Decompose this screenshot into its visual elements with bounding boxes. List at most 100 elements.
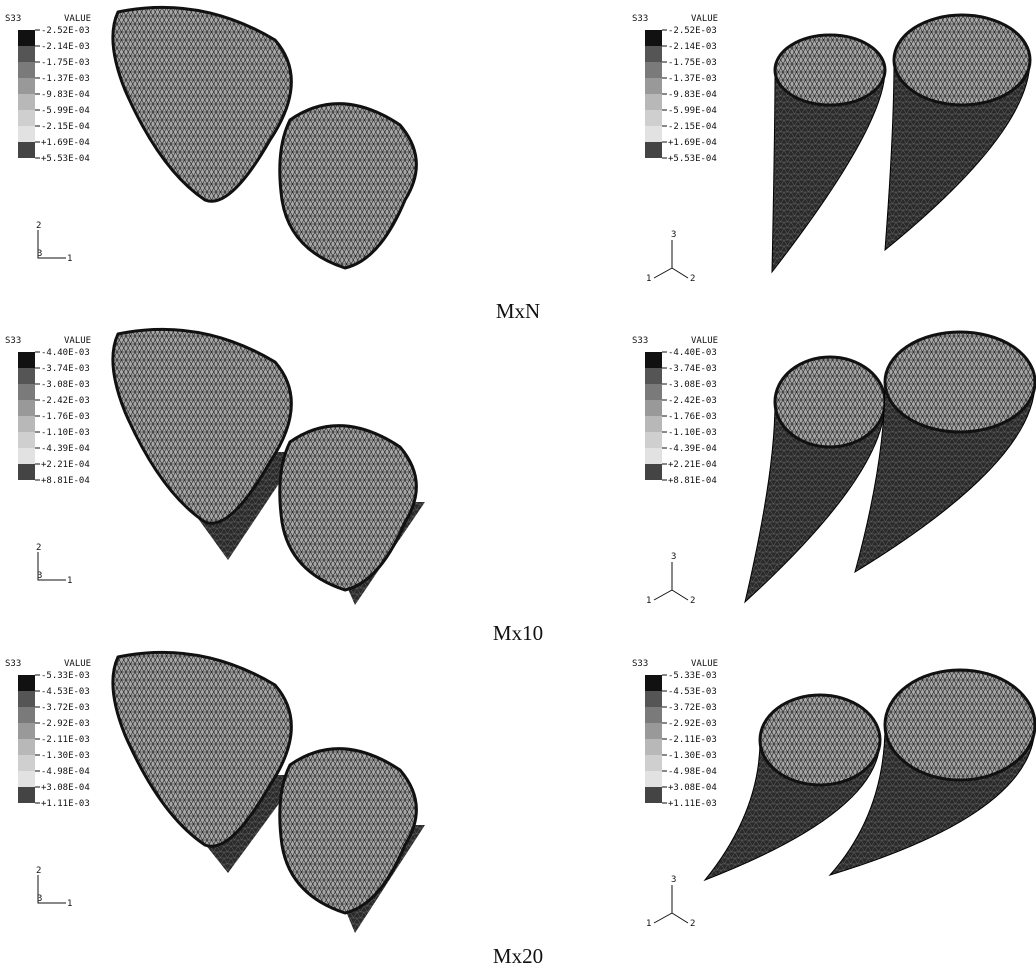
legend-swatch	[18, 691, 35, 707]
legend-header: VALUE	[64, 336, 91, 346]
legend-swatch	[645, 46, 662, 62]
legend-value: -4.98E-04	[41, 767, 90, 777]
triad-label: 1	[646, 919, 651, 929]
legend-swatch	[18, 110, 35, 126]
mesh-rim	[760, 695, 880, 785]
legend-title: S33	[5, 659, 21, 669]
legend-swatch	[645, 352, 662, 368]
legend-value: +1.69E-04	[41, 138, 90, 148]
legend-title: S33	[632, 336, 648, 346]
legend-value: -5.33E-03	[41, 671, 90, 681]
legend-swatch	[18, 675, 35, 691]
legend-swatch	[645, 739, 662, 755]
mesh-cup	[280, 426, 417, 590]
legend-value: -1.76E-03	[668, 412, 717, 422]
triad-label: 2	[36, 221, 41, 231]
legend-value: -4.39E-04	[668, 444, 717, 454]
legend-swatch	[18, 432, 35, 448]
legend-swatch	[645, 416, 662, 432]
legend-swatch	[645, 126, 662, 142]
legend-value: +1.69E-04	[668, 138, 717, 148]
legend-swatch	[18, 30, 35, 46]
mesh-rim	[775, 35, 885, 105]
triad-label: 1	[67, 899, 72, 909]
legend-swatch	[18, 416, 35, 432]
legend-value: -5.33E-03	[668, 671, 717, 681]
legend-swatch	[18, 384, 35, 400]
legend-swatch	[645, 94, 662, 110]
legend-value: -2.11E-03	[41, 735, 90, 745]
legend-swatch	[645, 78, 662, 94]
legend-swatch	[645, 368, 662, 384]
legend-swatch	[645, 142, 662, 158]
legend-swatch	[645, 707, 662, 723]
legend-value: +8.81E-04	[41, 476, 90, 486]
legend-swatch	[18, 448, 35, 464]
legend-value: +5.53E-04	[668, 154, 717, 164]
triad-label: 3	[671, 230, 676, 240]
triad-label: 1	[646, 596, 651, 606]
legend-swatch	[18, 126, 35, 142]
legend-title: S33	[5, 336, 21, 346]
triad-label: 1	[67, 254, 72, 264]
legend-value: -2.42E-03	[668, 396, 717, 406]
legend-value: -2.92E-03	[41, 719, 90, 729]
legend-value: -2.14E-03	[41, 42, 90, 52]
triad-label: 2	[690, 919, 695, 929]
legend-value: -3.74E-03	[41, 364, 90, 374]
legend-header: VALUE	[64, 659, 91, 669]
legend-value: -1.10E-03	[668, 428, 717, 438]
legend-value: -2.15E-04	[41, 122, 90, 132]
legend-value: -1.76E-03	[41, 412, 90, 422]
legend-value: -3.74E-03	[668, 364, 717, 374]
legend-value: -3.72E-03	[668, 703, 717, 713]
row-caption: Mx10	[493, 621, 543, 645]
mesh-cup	[113, 7, 291, 201]
legend-value: -2.52E-03	[41, 26, 90, 36]
legend-value: -2.52E-03	[668, 26, 717, 36]
triad-label: 3	[37, 571, 42, 581]
legend-value: -4.98E-04	[668, 767, 717, 777]
row-caption: MxN	[496, 299, 540, 323]
legend-value: +1.11E-03	[41, 799, 90, 809]
triad-label: 3	[37, 894, 42, 904]
legend-value: +1.11E-03	[668, 799, 717, 809]
legend-value: -1.37E-03	[41, 74, 90, 84]
legend-swatch	[18, 62, 35, 78]
legend-swatch	[18, 78, 35, 94]
legend-swatch	[18, 142, 35, 158]
legend-swatch	[645, 723, 662, 739]
triad	[654, 885, 688, 923]
legend-value: +2.21E-04	[41, 460, 90, 470]
legend-value: -9.83E-04	[41, 90, 90, 100]
legend-swatch	[18, 46, 35, 62]
legend-value: -2.42E-03	[41, 396, 90, 406]
legend-swatch	[18, 739, 35, 755]
legend-swatch	[645, 110, 662, 126]
legend-value: -9.83E-04	[668, 90, 717, 100]
legend-swatch	[18, 707, 35, 723]
mesh-cup	[280, 104, 417, 268]
legend-swatch	[18, 464, 35, 480]
legend-value: -4.39E-04	[41, 444, 90, 454]
legend-swatch	[645, 755, 662, 771]
legend-swatch	[18, 755, 35, 771]
legend-value: -1.75E-03	[668, 58, 717, 68]
legend-value: -3.72E-03	[41, 703, 90, 713]
legend-value: -1.30E-03	[41, 751, 90, 761]
mesh-rim	[775, 357, 885, 447]
legend-title: S33	[632, 14, 648, 24]
triad-label: 2	[690, 596, 695, 606]
legend-header: VALUE	[64, 14, 91, 24]
mesh-rim	[894, 15, 1030, 105]
mesh-rim	[885, 670, 1035, 780]
legend-value: -2.92E-03	[668, 719, 717, 729]
legend-swatch	[645, 675, 662, 691]
legend-swatch	[18, 368, 35, 384]
legend-swatch	[645, 448, 662, 464]
legend-swatch	[18, 352, 35, 368]
triad	[654, 562, 688, 600]
triad-label: 2	[690, 274, 695, 284]
legend-title: S33	[632, 659, 648, 669]
legend-value: -4.40E-03	[668, 348, 717, 358]
